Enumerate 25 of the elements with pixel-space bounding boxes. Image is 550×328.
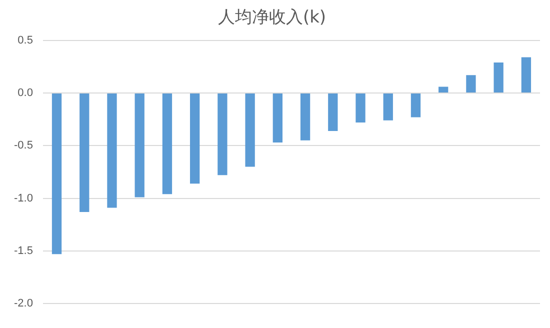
bar — [272, 94, 283, 143]
y-tick-label: -1.5 — [14, 244, 33, 257]
y-tick-label: -1.0 — [14, 192, 33, 204]
bar — [438, 86, 448, 93]
bar — [245, 94, 255, 167]
bar — [162, 94, 172, 194]
bar — [383, 94, 393, 120]
y-tick-label: 0.0 — [18, 87, 33, 100]
y-tick-label: -0.5 — [14, 140, 33, 152]
bar — [80, 94, 90, 212]
bar — [466, 75, 476, 93]
bar — [521, 57, 532, 93]
bar — [218, 94, 228, 176]
chart-title: 人均净收入(k) — [218, 8, 326, 28]
bar — [494, 62, 504, 93]
bar — [300, 94, 310, 140]
bar — [52, 94, 62, 254]
bar — [134, 94, 144, 198]
bar — [107, 94, 117, 208]
y-tick-label: 0.5 — [18, 34, 33, 46]
y-tick-label: -2.0 — [14, 298, 33, 310]
bar — [410, 94, 421, 118]
bar — [190, 94, 200, 184]
bar — [356, 94, 366, 123]
bar — [328, 94, 338, 131]
